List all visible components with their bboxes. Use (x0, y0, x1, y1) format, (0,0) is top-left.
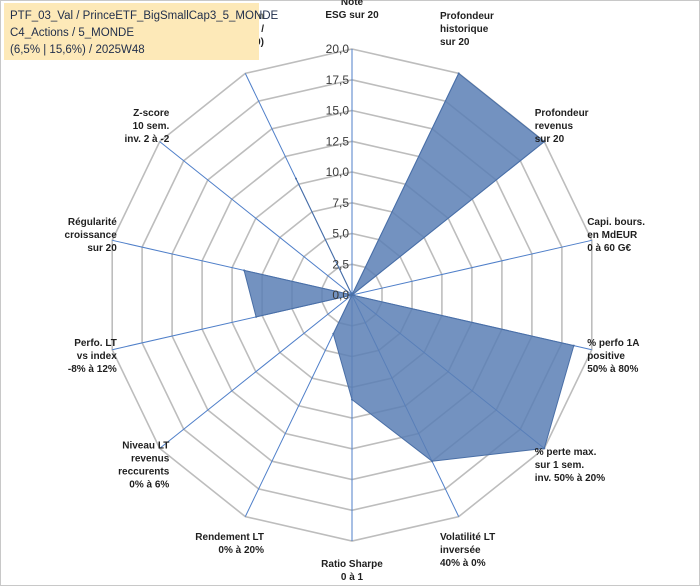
axis-label: Note ESG sur 20 (325, 0, 379, 21)
axis-label: Profondeur revenus sur 20 (535, 108, 589, 145)
tick-label: 15,0 (326, 104, 350, 118)
axis-label: Perfo. LT vs index -8% à 12% (68, 338, 117, 375)
axis-label: Ratio Sharpe 0 à 1 (321, 559, 383, 583)
data-point (351, 398, 353, 401)
data-point (543, 140, 546, 143)
axis-label: % perfo 1A positive 50% à 80% (587, 338, 639, 375)
data-point (431, 460, 434, 463)
series-area (243, 72, 575, 462)
axis-label: Capi. bours. en MdEUR 0 à 60 G€ (587, 217, 645, 254)
data-point (351, 294, 353, 296)
axis-label: Profondeur historique sur 20 (440, 11, 494, 48)
tick-label: 5,0 (332, 227, 349, 241)
chart-header: PTF_03_Val / PrinceETF_BigSmallCap3_5_MO… (4, 3, 278, 60)
data-point (332, 332, 335, 335)
radial-tick-labels: 0,0 2,5 5,0 7,5 10,0 12,5 15,0 17,5 20,0 (326, 42, 350, 302)
data-point (243, 269, 246, 272)
tick-label: 10,0 (326, 165, 350, 179)
axis-label: Z-score 10 sem. inv. 2 à -2 (124, 108, 169, 145)
tick-label: 2,5 (332, 257, 349, 271)
axis-spoke (351, 239, 592, 296)
tick-label: 17,5 (326, 73, 350, 87)
axis-label: % perte max. sur 1 sem. inv. 50% à 20% (535, 447, 606, 484)
data-point (255, 315, 258, 318)
data-point (295, 177, 297, 180)
tick-label: 20,0 (326, 42, 350, 56)
axis-spoke (159, 294, 353, 449)
header-category-line: C4_Actions / 5_MONDE (10, 27, 134, 39)
tick-label: 0,0 (332, 288, 349, 302)
data-point (572, 344, 575, 347)
data-point (457, 72, 460, 75)
data-point (543, 447, 546, 450)
axis-label: Niveau LT revenus reccurents 0% à 6% (118, 441, 170, 491)
radar-series (243, 72, 575, 463)
axis-label: Rendement LT 0% à 20% (195, 532, 264, 556)
axis-label: Régularité croissance sur 20 (65, 217, 118, 254)
header-portfolio-line: PTF_03_Val / PrinceETF_BigSmallCap3_5_MO… (10, 10, 279, 22)
header-stats-line: (6,5% | 15,6%) / 2025W48 (10, 44, 145, 56)
tick-label: 7,5 (332, 196, 349, 210)
axis-spoke (159, 141, 353, 296)
axis-label: Volatilité LT inversée 40% à 0% (440, 532, 495, 569)
tick-label: 12,5 (326, 134, 350, 148)
